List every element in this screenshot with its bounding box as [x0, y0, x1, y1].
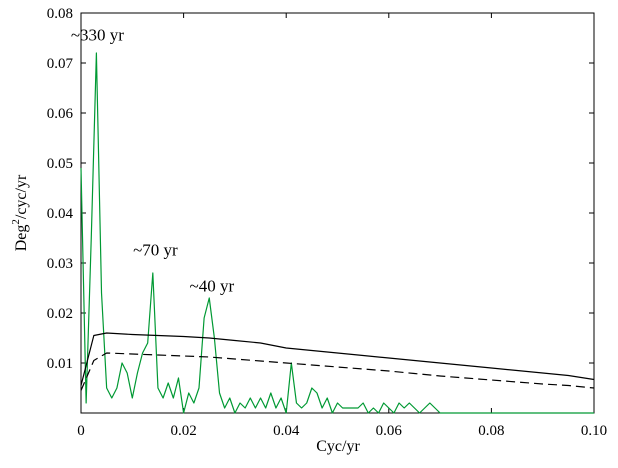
x-tick-label: 0.04 [273, 423, 300, 439]
y-tick-label: 0.08 [47, 6, 73, 22]
x-tick-label: 0 [77, 423, 85, 439]
series-line-solid-green [80, 52, 594, 414]
axis-tick-labels: 0 0.02 0.04 0.06 0.08 0.10 0.01 0.02 0.03 0.04 0.0… [47, 6, 607, 439]
axis-ticks [80, 12, 595, 413]
series-line-solid-black [80, 332, 595, 386]
x-tick-label: 0.06 [376, 423, 403, 439]
x-tick-label: 0.02 [170, 423, 196, 439]
y-tick-label: 0.01 [47, 356, 73, 372]
y-tick-label: 0.03 [47, 256, 73, 272]
y-axis-label-rest: /cyc/yr [13, 174, 30, 219]
y-tick-label: 0.06 [47, 106, 74, 122]
y-tick-label: 0.02 [47, 306, 73, 322]
y-tick-label: 0.05 [47, 156, 73, 172]
y-axis-label-sup: 2 [10, 219, 22, 225]
peak-annotation: ~70 yr [133, 241, 178, 260]
annotations: ~330 yr ~70 yr ~40 yr [71, 26, 235, 296]
series-line-dashed-black [80, 352, 595, 391]
series-layer [80, 52, 595, 414]
y-tick-label: 0.04 [47, 206, 74, 222]
peak-annotation: ~40 yr [190, 277, 235, 296]
peak-annotation: ~330 yr [71, 26, 124, 45]
x-tick-label: 0.08 [478, 423, 504, 439]
y-axis-label-base: Deg [13, 225, 30, 252]
y-axis-label: Deg2/cyc/yr [10, 174, 30, 251]
y-tick-label: 0.07 [47, 56, 74, 72]
x-axis-label: Cyc/yr [316, 438, 360, 455]
x-tick-label: 0.10 [581, 423, 607, 439]
